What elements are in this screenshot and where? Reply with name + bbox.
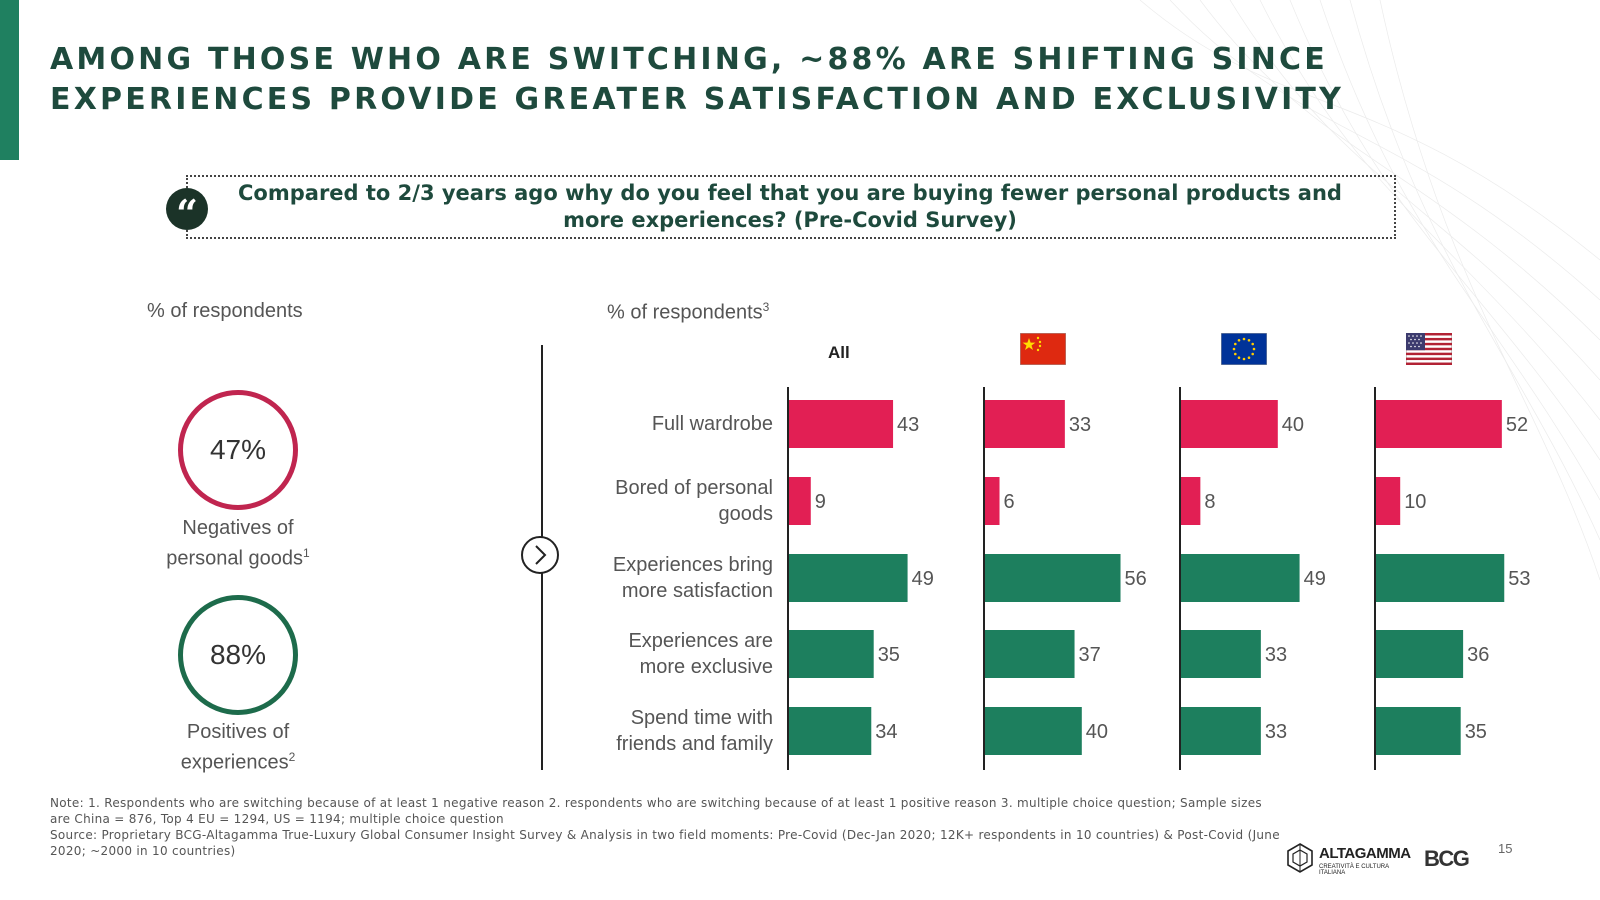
negatives-caption: Negatives of personal goods1	[138, 516, 338, 572]
bar-value-label: 9	[815, 491, 826, 513]
bar-value-label: 33	[1265, 721, 1287, 743]
positives-footnote: 2	[288, 750, 296, 764]
positives-caption-line2: experiences	[180, 751, 289, 774]
bar	[985, 707, 1082, 755]
negatives-value: 47%	[209, 434, 267, 465]
category-label-line: more exclusive	[639, 656, 773, 678]
bar	[1376, 477, 1401, 525]
negatives-caption-line2: personal goods	[166, 547, 304, 570]
slide-title: AMONG THOSE WHO ARE SWITCHING, ~88% ARE …	[50, 42, 1345, 117]
category-label-line: friends and family	[616, 733, 773, 755]
positives-ring: 88%	[178, 595, 298, 715]
survey-question: Compared to 2/3 years ago why do you fee…	[238, 181, 1342, 232]
bar-value-label: 40	[1282, 414, 1304, 436]
bar	[789, 630, 874, 678]
bar	[1181, 707, 1261, 755]
bar-value-label: 33	[1069, 414, 1091, 436]
right-panel-label: % of respondents3	[607, 300, 769, 325]
altagamma-emblem-icon	[1287, 843, 1313, 873]
positives-caption: Positives of experiences2	[138, 720, 338, 776]
right-panel-label-text: % of respondents	[607, 301, 763, 324]
category-label: Spend time with friends and family	[580, 705, 773, 757]
bar-value-label: 35	[878, 644, 900, 666]
category-label-line: Spend time with	[630, 707, 773, 729]
bar-value-label: 34	[875, 721, 897, 743]
category-label: Experiences bring more satisfaction	[580, 552, 773, 604]
bar	[789, 400, 894, 448]
bar	[789, 554, 908, 602]
category-label-line: Experiences are	[628, 630, 773, 652]
bar	[1376, 630, 1464, 678]
bar-value-label: 8	[1204, 491, 1215, 513]
negatives-footnote: 1	[303, 546, 310, 560]
bar-value-label: 56	[1125, 568, 1147, 590]
category-label-line: Full wardrobe	[651, 413, 773, 435]
left-panel-label: % of respondents	[147, 300, 303, 322]
bar-value-label: 6	[1004, 491, 1015, 513]
bar	[1181, 400, 1278, 448]
bar	[1376, 400, 1502, 448]
category-label-line: Experiences bring	[612, 554, 773, 576]
category-label-line: Bored of personal	[615, 477, 773, 499]
title-accent-bar	[0, 0, 19, 160]
altagamma-wordmark: ALTAGAMMA	[1319, 845, 1411, 862]
group-header-all: All	[828, 343, 850, 362]
background-wave-pattern	[1139, 0, 1600, 581]
bcg-logo: BCG	[1424, 846, 1470, 871]
category-label-line: goods	[718, 503, 774, 525]
quote-icon: “	[166, 188, 208, 236]
bar	[1376, 707, 1461, 755]
positives-value: 88%	[209, 639, 267, 670]
positives-caption-line1: Positives of	[186, 721, 290, 743]
us-flag-icon	[1406, 333, 1452, 365]
negatives-caption-line1: Negatives of	[182, 517, 294, 539]
category-label-line: more satisfaction	[621, 580, 773, 602]
china-flag-icon	[1020, 333, 1066, 365]
bar	[985, 554, 1121, 602]
bar	[1181, 554, 1300, 602]
bar	[1181, 477, 1201, 525]
altagamma-logo: ALTAGAMMA CREATIVITÀ E CULTURA ITALIANA	[1285, 842, 1411, 876]
footnotes: Note: 1. Respondents who are switching b…	[50, 795, 1280, 859]
bar-value-label: 10	[1404, 491, 1426, 513]
source-text: Source: Proprietary BCG-Altagamma True-L…	[50, 828, 1280, 858]
eu-flag-icon	[1221, 333, 1267, 365]
chevron-right-icon	[521, 536, 559, 574]
right-panel-footnote: 3	[762, 300, 770, 314]
bar-value-label: 33	[1265, 644, 1287, 666]
bar	[985, 630, 1075, 678]
bar-value-label: 43	[897, 414, 919, 436]
category-label: Experiences are more exclusive	[580, 628, 773, 680]
bar-value-label: 35	[1465, 721, 1487, 743]
bar	[789, 477, 811, 525]
category-label: Bored of personal goods	[580, 475, 773, 527]
bar-value-label: 37	[1079, 644, 1101, 666]
bar	[789, 707, 872, 755]
bar	[985, 477, 1000, 525]
negatives-ring: 47%	[178, 390, 298, 510]
bar-value-label: 36	[1467, 644, 1489, 666]
bar	[985, 400, 1065, 448]
page-number: 15	[1498, 841, 1513, 856]
category-label: Full wardrobe	[580, 411, 773, 437]
bar	[1376, 554, 1505, 602]
note-text: Note: 1. Respondents who are switching b…	[50, 796, 1262, 826]
bar-value-label: 52	[1506, 414, 1528, 436]
altagamma-tagline: CREATIVITÀ E CULTURA ITALIANA	[1319, 864, 1389, 876]
bar-value-label: 40	[1086, 721, 1108, 743]
bar-value-label: 49	[912, 568, 934, 590]
bar-value-label: 53	[1508, 568, 1530, 590]
bar-value-label: 49	[1304, 568, 1326, 590]
bar	[1181, 630, 1261, 678]
